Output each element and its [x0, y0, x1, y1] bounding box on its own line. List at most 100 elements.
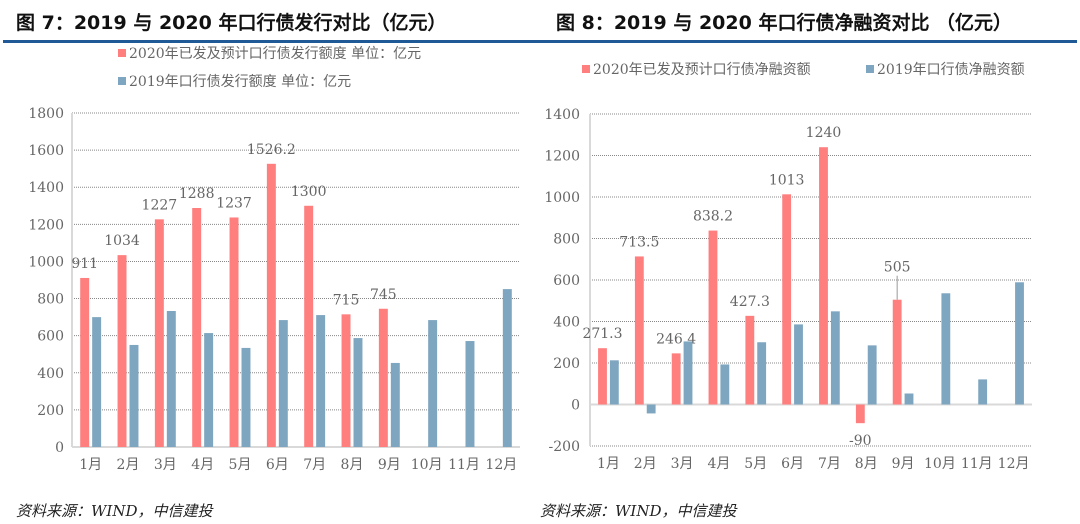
bar	[241, 347, 251, 447]
y-tick-label: 800	[553, 232, 580, 248]
x-tick-label: 12月	[485, 457, 517, 473]
x-tick-label: 10月	[924, 456, 956, 472]
bar	[1015, 282, 1024, 405]
bar	[671, 353, 681, 405]
x-tick-label: 4月	[191, 457, 214, 473]
bar	[304, 205, 314, 447]
x-tick-label: 3月	[671, 456, 694, 472]
legend-label: 2019年口行债净融资额	[877, 62, 1025, 78]
source-note-7: 资料来源：WIND，中信建投	[16, 502, 213, 520]
bar	[266, 163, 276, 447]
y-tick-label: 600	[37, 329, 64, 345]
data-label: -90	[849, 433, 872, 449]
bar	[465, 341, 475, 447]
data-label: 1526.2	[247, 142, 296, 158]
legend-label: 2020年已发及预计口行债净融资额	[593, 62, 811, 78]
data-label: 1300	[291, 184, 327, 200]
x-tick-label: 10月	[411, 457, 443, 473]
data-label: 838.2	[693, 209, 733, 225]
data-label: 1237	[216, 195, 252, 211]
bar	[978, 379, 988, 405]
bar	[278, 320, 288, 447]
bar	[80, 277, 90, 447]
bar	[92, 317, 102, 447]
bar	[192, 208, 202, 447]
bar	[341, 314, 351, 447]
x-tick-label: 7月	[818, 456, 841, 472]
x-tick-label: 9月	[378, 457, 401, 473]
chart-title-8: 图 8：2019 与 2020 年口行债净融资对比 （亿元）	[556, 12, 1013, 34]
x-tick-label: 11月	[961, 456, 993, 472]
data-label: 745	[370, 287, 397, 303]
y-tick-label: 800	[37, 292, 64, 308]
bar	[129, 344, 139, 447]
y-tick-label: 1400	[28, 180, 64, 196]
y-tick-label: 1200	[28, 217, 64, 233]
y-tick-label: 0	[571, 398, 580, 414]
y-tick-label: 1200	[544, 149, 580, 165]
data-label: 271.3	[582, 326, 622, 342]
y-tick-label: 1800	[28, 106, 64, 122]
bar	[154, 219, 164, 447]
x-tick-label: 6月	[781, 456, 804, 472]
x-tick-label: 11月	[448, 457, 480, 473]
data-label: 1288	[179, 186, 215, 202]
legend-label: 2020年已发及预计口行债发行额度 单位：亿元	[129, 46, 421, 62]
x-tick-label: 4月	[707, 456, 730, 472]
data-label: 715	[333, 292, 360, 308]
title-rule	[3, 40, 540, 43]
x-tick-label: 3月	[154, 457, 177, 473]
bar	[598, 348, 607, 405]
source-note-8: 资料来源：WIND，中信建投	[540, 502, 737, 520]
bar	[683, 341, 693, 405]
legend-label: 2019年口行债发行额度 单位：亿元	[129, 74, 351, 90]
y-tick-label: 1000	[544, 190, 580, 206]
bar	[634, 256, 644, 405]
x-tick-label: 8月	[855, 456, 878, 472]
y-tick-label: 1000	[28, 254, 64, 270]
bar	[316, 315, 326, 447]
bar	[782, 194, 792, 405]
chart-title-7: 图 7：2019 与 2020 年口行债发行对比（亿元）	[16, 12, 447, 34]
x-tick-label: 8月	[341, 457, 364, 473]
data-label: 911	[71, 256, 98, 272]
x-tick-label: 12月	[998, 456, 1030, 472]
y-tick-label: 200	[37, 403, 64, 419]
bar	[428, 320, 438, 447]
bar	[646, 404, 656, 414]
bar	[378, 308, 388, 447]
bar	[830, 311, 840, 405]
bar	[745, 315, 755, 405]
y-tick-label: -200	[549, 439, 580, 455]
bar	[855, 404, 865, 424]
bar	[708, 230, 718, 405]
x-tick-label: 1月	[597, 456, 620, 472]
bar	[904, 393, 914, 405]
y-tick-label: 600	[553, 273, 580, 289]
data-label: 1034	[104, 233, 140, 249]
bar	[941, 293, 951, 405]
data-label: 713.5	[619, 234, 659, 250]
x-tick-label: 2月	[634, 456, 657, 472]
x-tick-label: 9月	[892, 456, 915, 472]
legend-swatch	[866, 65, 874, 73]
x-tick-label: 2月	[117, 457, 140, 473]
bar	[204, 333, 214, 447]
y-tick-label: 1600	[28, 143, 64, 159]
x-tick-label: 5月	[229, 457, 252, 473]
bar	[794, 324, 803, 405]
bar	[867, 345, 877, 405]
x-tick-label: 7月	[303, 457, 326, 473]
x-tick-label: 1月	[79, 457, 102, 473]
legend-swatch	[118, 49, 126, 57]
x-tick-label: 6月	[266, 457, 289, 473]
data-label: 505	[884, 260, 911, 276]
data-label: 1013	[769, 172, 805, 188]
bar	[166, 310, 176, 447]
data-label: 1227	[142, 197, 178, 213]
y-tick-label: 0	[55, 440, 64, 456]
bar	[229, 217, 239, 447]
y-tick-label: 200	[553, 356, 580, 372]
data-label: 1240	[806, 125, 842, 141]
